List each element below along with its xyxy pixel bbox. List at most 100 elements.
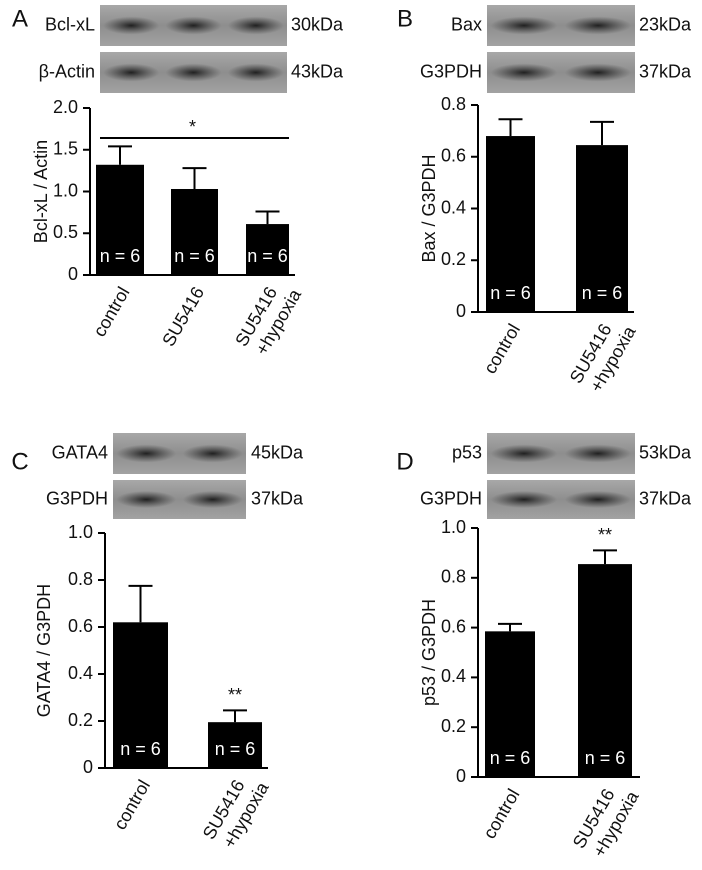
x-tick-label: control [89,283,133,340]
panel-letter: C [11,448,28,475]
bar [578,564,632,777]
blot-kda-label: 37kDa [639,488,692,508]
y-tick-label: 2.0 [53,97,78,117]
n-label: n = 6 [490,283,531,303]
y-tick-label: 0.8 [441,94,466,114]
blot-band [165,16,222,35]
y-tick-label: 0 [456,301,466,321]
y-tick-label: 0.6 [68,616,93,636]
blot-band [103,16,160,35]
bar [246,224,289,275]
panel: C GATA4 45kDa G3PDH 37kDa 0 0.2 0.4 0.6 0.8 1.0 GAT… [11,433,304,852]
blot-protein-label: β-Actin [39,61,95,81]
y-tick-label: 0.4 [441,197,466,217]
bar [208,722,262,768]
significance-marker: ** [598,525,612,545]
x-tick-label: SU5416 [158,283,208,349]
blot-kda-label: 53kDa [639,442,692,462]
bar [171,188,218,275]
blot-band [564,490,632,509]
blot-kda-label: 45kDa [251,442,304,462]
blot-band [182,444,243,463]
y-tick-label: 1.0 [53,180,78,200]
n-label: n = 6 [100,246,141,266]
panel-letter: B [397,5,413,32]
y-tick-label: 0.4 [441,666,466,686]
blot-band [165,63,222,82]
bar [576,145,628,312]
blot-protein-label: G3PDH [420,488,482,508]
bar [486,136,535,312]
blot-kda-label: 30kDa [291,14,344,34]
n-label: n = 6 [582,283,623,303]
blot-band [182,490,243,509]
blot-protein-label: GATA4 [52,442,108,462]
y-tick-label: 1.0 [441,517,466,537]
y-tick-label: 0.6 [441,146,466,166]
y-axis-label: p53 / G3PDH [419,599,439,706]
blot-protein-label: p53 [452,442,482,462]
category-label: control [479,785,523,842]
n-label: n = 6 [585,748,626,768]
n-label: n = 6 [174,246,215,266]
significance-marker: ** [228,685,242,705]
category-label: control [480,320,524,377]
blot-band [564,16,632,35]
blot-band [227,63,284,82]
blot-band [116,444,177,463]
x-tick-label: control [110,776,154,833]
panel-letter: A [12,5,28,32]
blot-protein-label: Bax [451,14,482,34]
category-label: control [110,776,154,833]
panel-letter: D [396,448,413,475]
y-tick-label: 0 [83,757,93,777]
category-label: SU5416+hypoxia [566,320,640,395]
blot-band [227,16,284,35]
blot-protein-label: Bcl-xL [45,14,95,34]
y-tick-label: 1.5 [53,139,78,159]
n-label: n = 6 [490,748,531,768]
blot-band [490,63,558,82]
blot-band [490,444,558,463]
y-tick-label: 0.2 [441,249,466,269]
category-label: SU5416+hypoxia [569,785,643,860]
blot-band [490,490,558,509]
y-tick-label: 0.2 [441,716,466,736]
blot-band [116,490,177,509]
y-tick-label: 0.5 [53,222,78,242]
significance-marker: * [189,117,196,137]
blot-kda-label: 23kDa [639,14,692,34]
panel: B Bax 23kDa G3PDH 37kDa 0 0.2 0.4 0.6 0.8 Bax / G3… [397,5,692,396]
blot-kda-label: 43kDa [291,61,344,81]
blot-protein-label: G3PDH [46,488,108,508]
y-tick-label: 0.2 [68,710,93,730]
bar [485,631,535,777]
category-label: control [89,283,133,340]
y-tick-label: 0 [456,766,466,786]
x-tick-label: control [479,785,523,842]
y-tick-label: 1.0 [68,522,93,542]
y-axis-label: Bax / G3PDH [419,154,439,262]
blot-kda-label: 37kDa [251,488,304,508]
y-tick-label: 0.6 [441,616,466,636]
y-axis-label: Bcl-xL / Actin [31,140,51,243]
y-tick-label: 0.8 [441,567,466,587]
y-axis-label: GATA4 / G3PDH [34,584,54,717]
blot-band [490,16,558,35]
y-tick-label: 0 [68,264,78,284]
n-label: n = 6 [215,739,256,759]
n-label: n = 6 [120,739,161,759]
bar [113,622,168,768]
blot-band [564,444,632,463]
y-tick-label: 0.8 [68,569,93,589]
bar [96,164,144,275]
blot-band [103,63,160,82]
blot-kda-label: 37kDa [639,61,692,81]
category-label: SU5416+hypoxia [199,776,273,851]
blot-band [564,63,632,82]
x-tick-label: control [480,320,524,377]
y-tick-label: 0.4 [68,663,93,683]
category-label: SU5416+hypoxia [231,283,305,358]
